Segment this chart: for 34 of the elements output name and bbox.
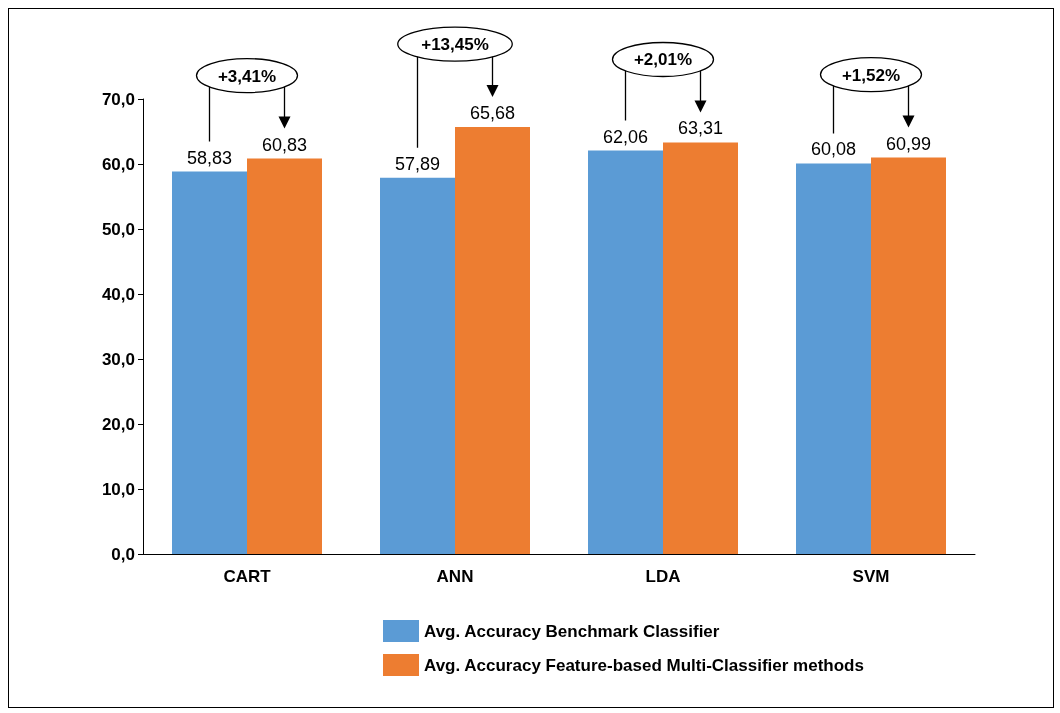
data-label: 65,68: [469, 103, 516, 124]
data-label: 60,83: [261, 134, 308, 155]
x-tick-label: LDA: [645, 567, 681, 586]
data-label: 62,06: [602, 126, 649, 147]
text: +13,45%: [421, 35, 489, 55]
y-tick-label: 60,0: [101, 154, 135, 174]
text: +3,41%: [217, 66, 277, 86]
text: +1,52%: [841, 65, 901, 85]
bar: [172, 171, 247, 554]
data-label: 63,31: [677, 118, 724, 139]
y-tick-label: 30,0: [101, 349, 135, 369]
y-tick-label: 10,0: [101, 479, 135, 499]
bar: [455, 127, 530, 554]
bar: [247, 158, 322, 554]
y-tick-label: 50,0: [101, 219, 135, 239]
data-label: 60,08: [810, 139, 857, 160]
x-tick-label: CART: [223, 567, 272, 586]
bar: [380, 177, 455, 554]
legend-label: Avg. Accuracy Feature-based Multi-Classifier methods: [424, 655, 864, 675]
y-tick-label: 20,0: [101, 414, 135, 434]
bar: [796, 163, 871, 554]
data-label: 60,99: [885, 133, 932, 154]
text: +2,01%: [633, 50, 693, 70]
y-tick-label: 40,0: [101, 284, 135, 304]
data-label: 58,83: [186, 147, 233, 168]
legend-label: Avg. Accuracy Benchmark Classifier: [424, 621, 720, 641]
y-tick-label: 0,0: [111, 544, 135, 564]
bar: [588, 150, 663, 554]
x-tick-label: ANN: [436, 567, 474, 586]
bar: [871, 157, 946, 554]
y-tick-label: 70,0: [101, 89, 135, 109]
data-label: 57,89: [394, 153, 441, 174]
bar: [663, 142, 738, 554]
x-tick-label: SVM: [852, 567, 890, 586]
